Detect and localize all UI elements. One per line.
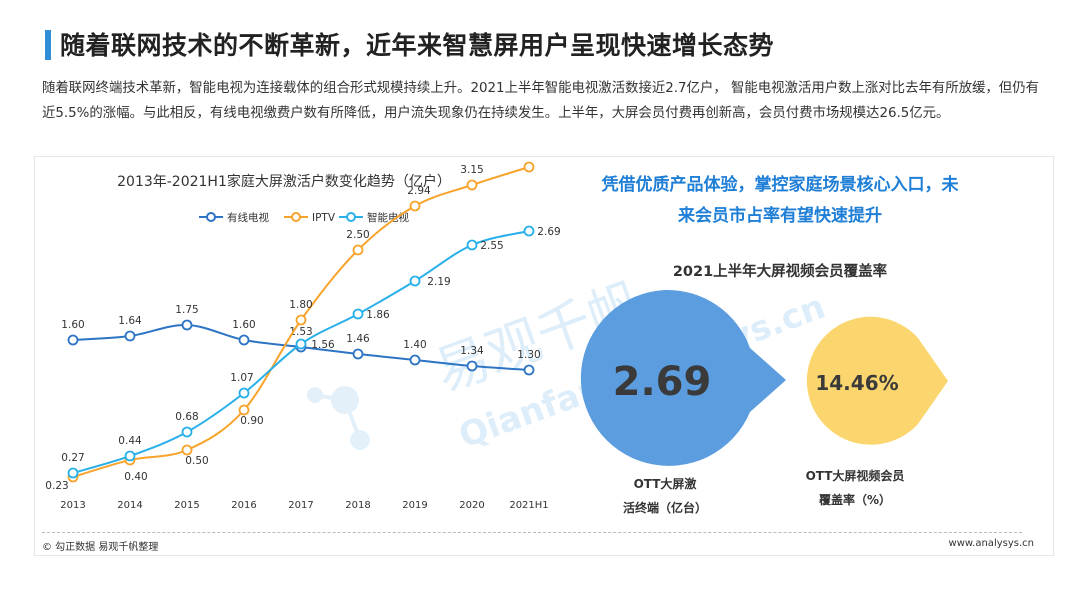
coverage-label-line2: 覆盖率（%） <box>818 493 892 507</box>
x-tick-0: 2013 <box>60 500 85 511</box>
bubble-chart-title: 2021上半年大屏视频会员覆盖率 <box>672 264 888 280</box>
ott-label-line2: 活终端（亿台） <box>622 501 707 515</box>
data-label-0-1: 1.64 <box>118 315 142 327</box>
data-label-2-6: 2.19 <box>427 276 450 288</box>
site-url: www.analysys.cn <box>948 538 1034 549</box>
data-label-0-7: 1.34 <box>460 345 484 357</box>
point-2-4 <box>295 338 307 350</box>
point-1-6 <box>409 200 421 212</box>
title-accent-bar <box>45 30 51 60</box>
data-label-1-1: 0.40 <box>124 471 147 483</box>
x-tick-5: 2018 <box>345 500 370 511</box>
ott-label: OTT大屏激 活终端（亿台） <box>600 472 730 520</box>
legend-marker-1 <box>291 212 301 222</box>
data-label-0-8: 1.30 <box>517 349 540 361</box>
data-label-0-6: 1.40 <box>403 339 426 351</box>
point-2-8 <box>523 225 535 237</box>
point-2-0 <box>67 467 79 479</box>
x-tick-3: 2016 <box>231 500 256 511</box>
legend-label-2: 智能电视 <box>367 211 409 224</box>
data-label-1-3: 0.90 <box>240 415 263 427</box>
line-chart: 2013年-2021H1家庭大屏激活户数变化趋势（亿户） 有线电视 IPTV 智能电… <box>45 161 561 511</box>
coverage-drop-shape <box>806 316 948 445</box>
source-note: © 勾正数据 易观千帆整理 <box>42 542 159 553</box>
data-label-2-5: 1.86 <box>366 309 390 321</box>
right-headline-line2: 来会员市占率有望快速提升 <box>678 206 882 226</box>
data-label-1-4: 1.80 <box>289 299 312 311</box>
point-0-5 <box>352 348 364 360</box>
intro-paragraph: 随着联网终端技术革新，智能电视为连接载体的组合形式规模持续上升。2021上半年智… <box>42 81 1039 121</box>
x-tick-1: 2014 <box>117 500 142 511</box>
legend-marker-0 <box>206 212 216 222</box>
point-0-2 <box>181 319 193 331</box>
point-2-5 <box>352 308 364 320</box>
x-tick-8: 2021H1 <box>509 500 548 511</box>
coverage-value: 14.46% <box>815 371 898 395</box>
point-1-3 <box>238 404 250 416</box>
x-tick-7: 2020 <box>459 500 484 511</box>
point-0-0 <box>67 334 79 346</box>
right-headline-line1: 凭借优质产品体验，掌控家庭场景核心入口，未 <box>601 175 959 195</box>
point-0-3 <box>238 334 250 346</box>
footer-divider <box>42 532 1022 533</box>
point-2-7 <box>466 239 478 251</box>
data-label-0-0: 1.60 <box>61 319 84 331</box>
x-tick-2: 2015 <box>174 500 199 511</box>
legend-marker-2 <box>346 212 356 222</box>
ott-value: 2.69 <box>613 359 712 405</box>
point-1-5 <box>352 244 364 256</box>
data-label-0-5: 1.46 <box>346 333 370 345</box>
data-label-2-8: 2.69 <box>537 226 560 238</box>
x-tick-4: 2017 <box>288 500 313 511</box>
data-label-2-3: 1.07 <box>230 372 253 384</box>
point-2-2 <box>181 426 193 438</box>
point-2-1 <box>124 450 136 462</box>
chart-legend: 有线电视 IPTV 智能电视 <box>199 211 409 224</box>
ott-label-line1: OTT大屏激 <box>633 477 697 491</box>
data-label-2-4: 1.56 <box>311 339 335 351</box>
data-label-1-7: 3.15 <box>460 164 483 176</box>
point-0-8 <box>523 364 535 376</box>
point-2-3 <box>238 387 250 399</box>
data-label-2-1: 0.44 <box>118 435 142 447</box>
point-0-1 <box>124 330 136 342</box>
data-label-1-5: 2.50 <box>346 229 369 241</box>
coverage-label: OTT大屏视频会员 覆盖率（%） <box>790 464 920 512</box>
legend-label-1: IPTV <box>312 212 336 224</box>
data-label-0-2: 1.75 <box>175 304 198 316</box>
point-1-8 <box>523 161 535 173</box>
page-title: 随着联网技术的不断革新，近年来智慧屏用户呈现快速增长态势 <box>60 31 775 60</box>
right-headline: 凭借优质产品体验，掌控家庭场景核心入口，未 来会员市占率有望快速提升 <box>560 170 1000 232</box>
watermark-logo-icon <box>307 386 370 450</box>
data-label-2-7: 2.55 <box>480 240 503 252</box>
point-0-6 <box>409 354 421 366</box>
data-label-1-0: 0.23 <box>45 480 68 492</box>
legend-label-0: 有线电视 <box>227 211 269 224</box>
x-axis: 2013 2014 2015 2016 2017 2018 2019 2020 2021H1 <box>60 500 548 511</box>
point-1-2 <box>181 444 193 456</box>
chart-series: 1.60 1.641.751.601.531.46 1.40 1.34 1.300.23… <box>45 161 561 492</box>
point-1-7 <box>466 179 478 191</box>
coverage-label-line1: OTT大屏视频会员 <box>805 469 905 483</box>
data-label-1-2: 0.50 <box>185 455 208 467</box>
data-label-2-2: 0.68 <box>175 411 198 423</box>
point-2-6 <box>409 275 421 287</box>
data-label-1-6: 2.94 <box>407 185 431 197</box>
chart-title: 2013年-2021H1家庭大屏激活户数变化趋势（亿户） <box>117 173 451 190</box>
x-tick-6: 2019 <box>402 500 427 511</box>
point-1-4 <box>295 314 307 326</box>
ott-drop-shape <box>580 289 786 466</box>
data-label-0-3: 1.60 <box>232 319 255 331</box>
point-0-7 <box>466 360 478 372</box>
data-label-2-0: 0.27 <box>61 452 84 464</box>
